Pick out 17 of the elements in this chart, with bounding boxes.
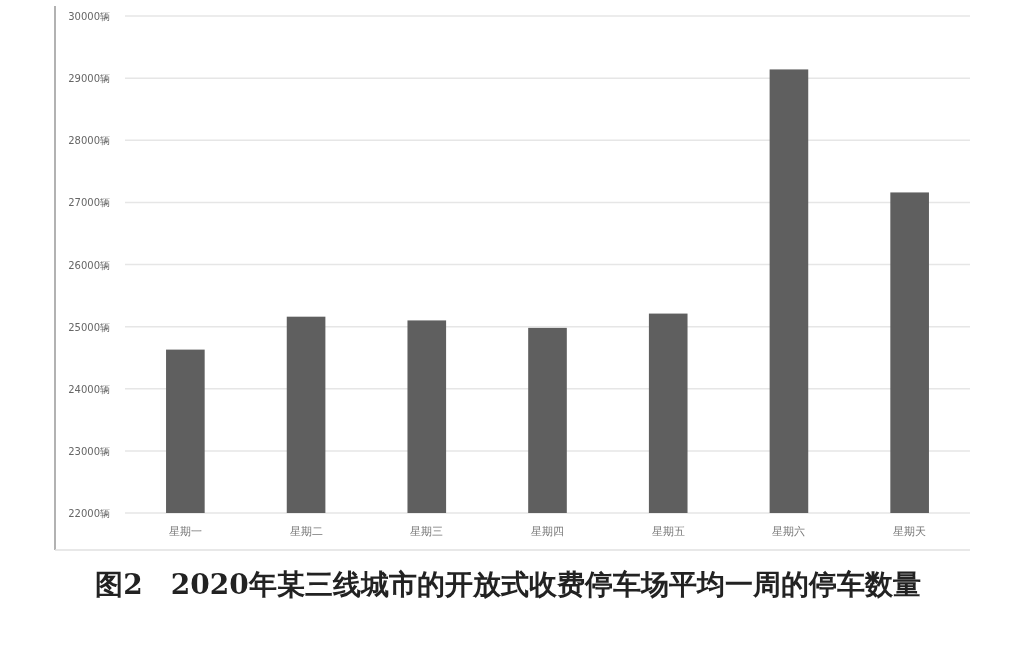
y-tick-label: 22000辆 [68,508,110,519]
y-tick-label: 24000辆 [68,383,110,395]
y-tick-label: 28000辆 [68,135,110,147]
text: 图2 2020年某三线城市的开放式收费停车场平均一周的停车数量 [94,567,922,603]
x-tick-label: 星期五 [651,525,685,538]
x-tick-label: 星期二 [289,525,323,538]
y-tick-label: 25000辆 [68,321,110,333]
y-tick-label: 27000辆 [68,197,110,209]
x-tick-label: 星期六 [772,525,806,538]
x-tick-label: 星期四 [531,525,564,538]
y-tick-label: 26000辆 [68,259,110,271]
x-tick-label: 星期天 [893,525,927,538]
x-tick-label: 星期三 [410,525,444,538]
x-tick-label: 星期一 [168,525,202,538]
y-tick-label: 30000辆 [68,11,110,22]
y-tick-label: 29000辆 [68,73,110,85]
y-tick-label: 23000辆 [68,445,110,457]
